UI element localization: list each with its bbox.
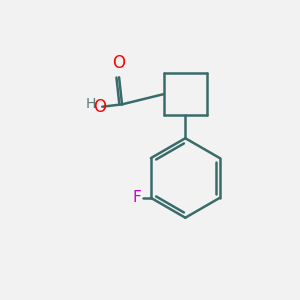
Text: F: F <box>132 190 141 205</box>
Text: O: O <box>112 54 126 72</box>
Text: H: H <box>85 97 95 111</box>
Text: O: O <box>93 98 106 116</box>
